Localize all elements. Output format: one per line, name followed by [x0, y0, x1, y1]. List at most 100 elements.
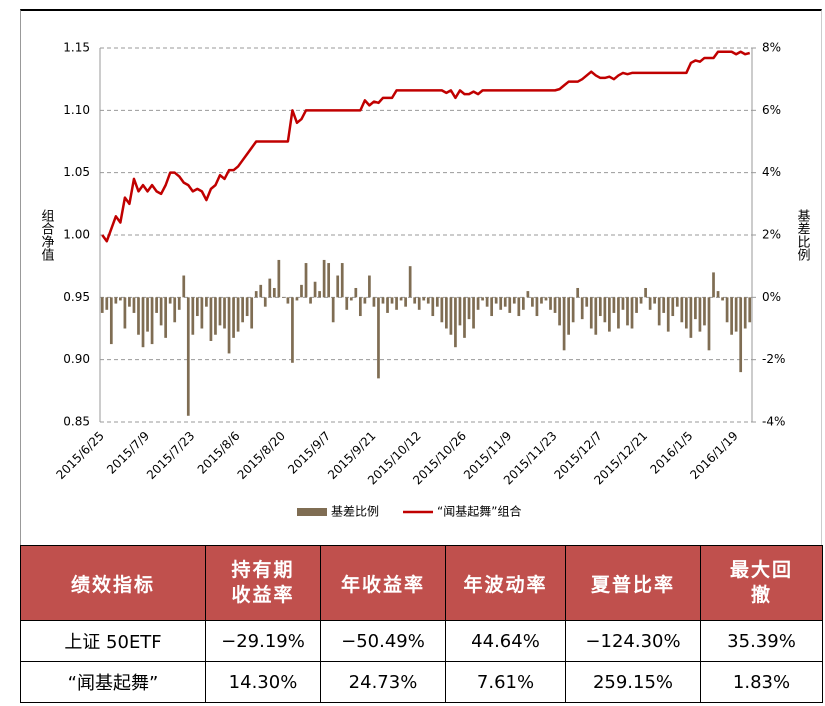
x-tick-label: 2015/7/9 [104, 429, 152, 477]
bar [549, 297, 552, 310]
bar [408, 266, 412, 298]
bar [617, 297, 620, 329]
bar [182, 275, 186, 298]
bar [426, 297, 430, 304]
bar [123, 297, 127, 329]
bar [250, 297, 254, 329]
bar [494, 297, 498, 304]
bar [707, 297, 711, 351]
bar [223, 297, 226, 329]
bar [589, 297, 593, 329]
bar [712, 272, 715, 298]
bar [653, 297, 657, 304]
bar [327, 263, 331, 298]
bar [141, 297, 145, 348]
chart-frame [20, 9, 822, 545]
bar [272, 287, 276, 298]
bar [413, 297, 417, 304]
cell: −124.30% [565, 620, 701, 662]
bar [395, 297, 398, 310]
bar [114, 297, 118, 304]
bar [644, 287, 647, 298]
bar [558, 297, 561, 326]
x-tick-label: 2015/9/7 [285, 429, 333, 477]
cell: 1.83% [700, 661, 823, 703]
bar [241, 297, 244, 323]
y2-tick-label: 4% [762, 165, 781, 179]
bar [535, 297, 539, 317]
x-tick-label: 2015/8/6 [195, 429, 243, 477]
x-tick-label: 2015/8/20 [235, 429, 288, 482]
bar [340, 263, 344, 298]
bar [485, 297, 489, 307]
bar [119, 297, 122, 301]
bar [716, 291, 720, 298]
legend-swatch [297, 508, 327, 516]
bar [626, 297, 629, 326]
bar [666, 297, 670, 332]
cell: “闻基起舞” [20, 661, 206, 703]
bar [128, 297, 131, 307]
bar [336, 275, 340, 298]
header-row: 绩效指标 持有期收益率 年收益率 年波动率 夏普比率 最大回撤 [20, 545, 823, 621]
bar [282, 297, 285, 298]
y2-axis-label: 基差比例 [795, 209, 811, 262]
line [101, 50, 751, 243]
bar [526, 291, 530, 298]
x-tick-label: 2016/1/5 [647, 429, 695, 477]
bar [195, 297, 199, 317]
bar [594, 297, 598, 335]
bar [417, 297, 421, 310]
bar [186, 297, 190, 416]
bar [177, 297, 181, 310]
bar [553, 297, 557, 313]
bar [748, 297, 752, 323]
bar [399, 297, 403, 301]
bar [662, 297, 666, 313]
bar [476, 297, 480, 310]
cell: 7.61% [445, 661, 566, 703]
bar [435, 297, 439, 307]
x-tick-label: 2015/6/25 [53, 429, 106, 482]
bar [721, 297, 724, 301]
bar [517, 297, 521, 317]
bar [318, 291, 321, 298]
bar [168, 297, 172, 304]
y-tick-label: 1.05 [63, 165, 90, 179]
bar [730, 297, 733, 335]
bar [734, 297, 738, 332]
y2-tick-label: -4% [762, 415, 785, 429]
y2-tick-label: 8% [762, 41, 781, 55]
bar [648, 297, 652, 310]
cell: 14.30% [205, 661, 321, 703]
header-cell: 持有期收益率 [205, 545, 321, 621]
header-cell: 年收益率 [320, 545, 446, 621]
cell: 259.15% [565, 661, 701, 703]
bar [689, 297, 693, 338]
bar [349, 297, 353, 301]
bar [431, 297, 435, 317]
bar [105, 297, 109, 310]
bar [508, 297, 512, 313]
bar [295, 297, 299, 301]
bar [449, 297, 453, 335]
bar [109, 297, 113, 345]
bar [205, 297, 208, 307]
bar [503, 297, 507, 307]
bar [608, 297, 611, 332]
bar [684, 297, 688, 329]
header-cell: 绩效指标 [20, 545, 206, 621]
row: “闻基起舞” 14.30% 24.73% 7.61% 259.15% 1.83% [20, 661, 823, 703]
bar [363, 297, 367, 304]
bar [481, 297, 484, 301]
bar [277, 259, 281, 298]
y-tick-label: 0.95 [63, 290, 90, 304]
bar [562, 297, 566, 351]
bar [372, 297, 376, 307]
bar [739, 297, 743, 373]
bar [386, 297, 389, 313]
bar [137, 297, 140, 335]
bar [218, 297, 222, 326]
bar [567, 297, 570, 335]
